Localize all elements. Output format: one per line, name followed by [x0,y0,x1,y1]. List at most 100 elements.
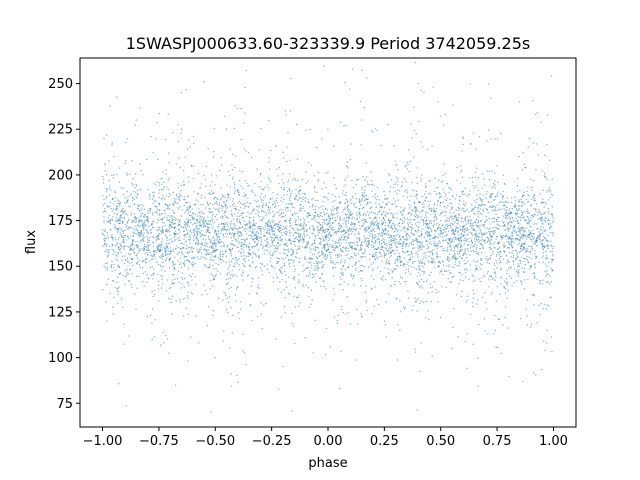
data-point [152,274,154,276]
data-point [291,250,294,252]
data-point [304,257,306,260]
data-point [148,209,150,211]
data-point [384,227,386,230]
data-point [233,166,236,169]
data-point [125,405,128,407]
data-point [486,272,489,274]
data-point [526,255,528,258]
data-point [439,202,441,204]
data-point [526,234,529,237]
data-point [494,229,496,232]
data-point [508,207,511,210]
data-point [551,232,554,234]
data-point [173,202,175,205]
data-point [473,224,475,227]
data-point [368,184,370,186]
data-point [417,247,419,249]
data-point [429,200,431,202]
data-point [262,204,264,207]
data-point [452,104,454,106]
data-point [347,220,349,222]
data-point [222,299,224,301]
data-point [163,186,165,188]
data-point [244,203,246,205]
data-point [221,209,223,212]
data-point [368,202,370,204]
data-point [540,220,543,222]
data-point [242,238,244,241]
data-point [324,244,326,246]
data-point [180,287,182,289]
data-point [375,206,377,208]
data-point [540,302,543,305]
data-point [334,217,336,219]
data-point [473,187,475,189]
data-point [431,249,434,252]
data-point [532,372,535,374]
data-point [121,234,123,237]
data-point [193,218,195,221]
data-point [216,243,218,245]
data-point [353,284,355,286]
data-point [137,207,139,210]
data-point [301,178,304,181]
data-point [355,267,357,270]
data-point [266,249,268,251]
data-point [199,249,202,251]
data-point [115,207,118,209]
data-point [448,257,450,259]
data-point [354,223,357,225]
data-point [384,215,387,217]
data-point [302,264,304,266]
data-point [492,233,495,235]
data-point [462,226,465,228]
data-point [526,236,528,238]
data-point [179,239,181,242]
data-point [468,194,470,196]
data-point [222,253,224,256]
data-point [412,243,414,246]
data-point [172,132,174,134]
data-point [268,243,270,245]
data-point [508,247,510,249]
data-point [547,248,549,250]
data-point [366,202,368,205]
data-point [474,213,476,215]
data-point [178,236,181,238]
data-point [317,266,319,268]
data-point [224,203,227,206]
data-point [158,244,160,246]
data-point [493,241,496,244]
data-point [321,260,324,263]
data-point [389,213,392,215]
data-point [520,245,522,247]
data-point [217,257,219,259]
data-point [461,230,464,232]
data-point [527,211,529,213]
data-point [531,258,533,260]
data-point [268,246,270,248]
data-point [402,213,404,216]
data-point [466,256,468,259]
data-point [535,203,538,205]
data-point [155,238,158,240]
data-point [133,213,136,215]
data-point [171,218,173,221]
data-point [242,248,244,251]
data-point [363,192,366,194]
data-point [537,154,539,156]
data-point [166,246,168,248]
data-point [303,235,306,238]
data-point [231,240,233,242]
data-point [238,209,240,211]
data-point [201,218,203,220]
data-point [290,248,292,250]
data-point [351,242,353,244]
data-point [518,201,520,203]
data-point [280,231,283,234]
data-point [384,278,387,280]
data-point [409,253,411,256]
data-point [311,232,313,235]
data-point [488,247,491,249]
data-point [192,229,194,232]
